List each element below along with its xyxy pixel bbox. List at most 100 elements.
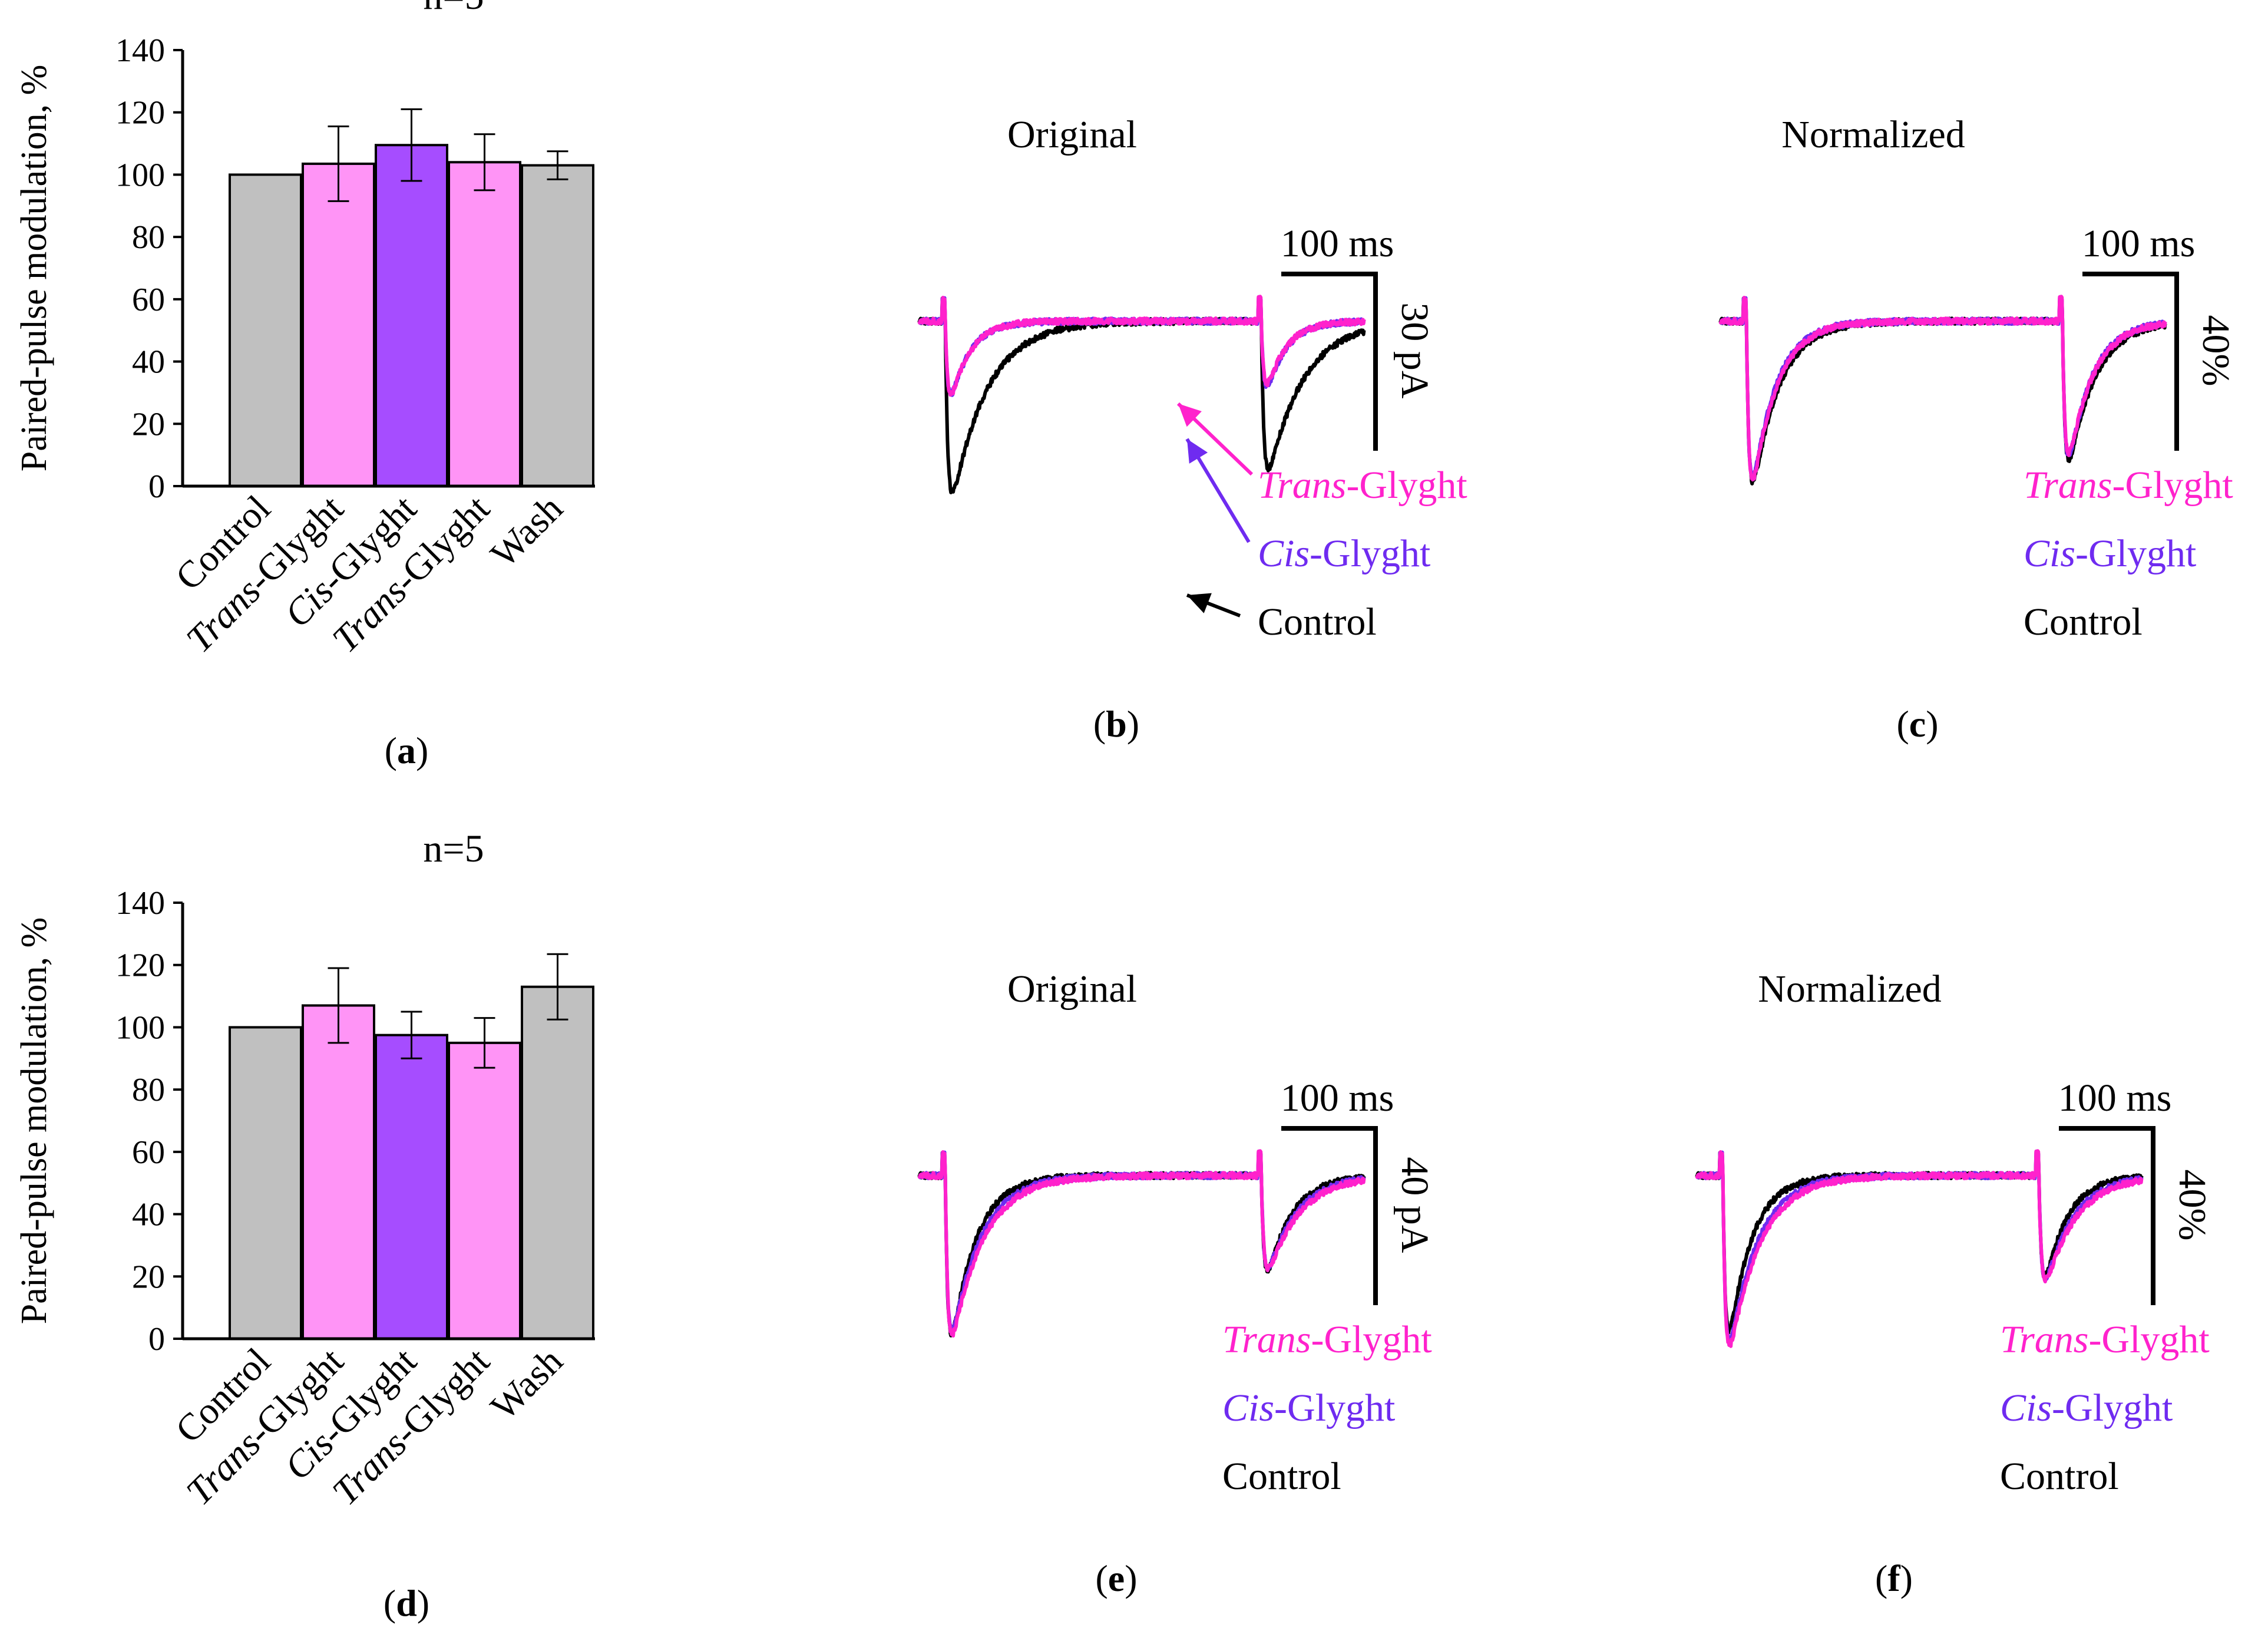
legend-italic-part: Trans — [1258, 464, 1346, 507]
y-tick-label: 140 — [115, 32, 165, 69]
caption-paren-close: ) — [416, 729, 428, 771]
legend-text-part: -Glyght — [2088, 1318, 2209, 1361]
trace-cis-glyght — [918, 295, 1366, 397]
legend-italic-part: Cis — [2000, 1386, 2052, 1429]
bar-1 — [302, 162, 375, 487]
arrow-trans-head — [1178, 404, 1202, 427]
legend-trans: Trans-Glyght — [2000, 1318, 2210, 1361]
arrow-cis-head — [1187, 439, 1208, 464]
legend-control: Control — [2024, 600, 2143, 643]
scalebar-y-label: 40% — [2194, 315, 2237, 387]
legend-italic-part: Cis — [1222, 1386, 1274, 1429]
legend-control: Control — [2000, 1455, 2119, 1498]
trace-trans-glyght — [917, 1149, 1366, 1338]
legend-text-part: -Glyght — [2112, 464, 2233, 507]
y-axis-label: Paired-pulse modulation, % — [14, 65, 54, 471]
legend-cis: Cis-Glyght — [2000, 1386, 2173, 1429]
caption-paren-open: ( — [385, 729, 397, 771]
scalebar-y-label: 30 pA — [1393, 302, 1436, 399]
caption-paren-open: ( — [1093, 703, 1106, 745]
bar-0 — [229, 173, 302, 487]
bar-2 — [375, 1034, 448, 1340]
chart-title: n=5 — [423, 827, 484, 870]
legend-text-part: Control — [1222, 1455, 1341, 1498]
bar-1 — [302, 1004, 375, 1340]
category-text-part: Wash — [482, 1340, 571, 1428]
legend-cis: Cis-Glyght — [1222, 1386, 1395, 1429]
caption-paren-close: ) — [1900, 1557, 1913, 1599]
caption-paren-open: ( — [383, 1582, 396, 1624]
y-tick-label: 60 — [132, 1134, 165, 1171]
legend-text-part: -Glyght — [2052, 1386, 2173, 1429]
y-tick-label: 40 — [132, 344, 165, 381]
caption-letter: a — [397, 729, 416, 771]
y-tick-label: 40 — [132, 1197, 165, 1233]
legend-text-part: Control — [2000, 1455, 2119, 1498]
y-tick-label: 120 — [115, 95, 165, 131]
caption-paren-open: ( — [1896, 703, 1909, 745]
arrow-control-head — [1187, 593, 1212, 613]
legend-italic-part: Trans — [2000, 1318, 2088, 1361]
x-category-label: Wash — [482, 1340, 571, 1428]
y-tick-label: 0 — [148, 1321, 165, 1358]
caption-letter: d — [396, 1582, 417, 1624]
bar-3 — [448, 161, 521, 487]
bar-chart-d: n=5 Paired-pulse modulation, % 0 20 40 60 80 10… — [14, 827, 595, 1624]
y-tick-label: 140 — [115, 885, 165, 922]
y-axis-label: Paired-pulse modulation, % — [14, 917, 54, 1324]
panel-caption: (a) — [385, 729, 429, 771]
legend-text-part: -Glyght — [1274, 1386, 1395, 1429]
bar-4 — [521, 985, 594, 1340]
panel-caption: (b) — [1093, 703, 1139, 745]
bar-4 — [521, 164, 594, 488]
legend-italic-part: Cis — [2024, 532, 2075, 575]
legend-italic-part: Cis — [1258, 532, 1310, 575]
legend-text-part: -Glyght — [1311, 1318, 1431, 1361]
panel-caption: (d) — [383, 1582, 429, 1624]
y-tick-label: 80 — [132, 1072, 165, 1108]
panel-caption: (c) — [1896, 703, 1938, 745]
caption-letter: f — [1887, 1557, 1900, 1599]
caption-paren-close: ) — [1127, 703, 1139, 745]
category-text-part: Wash — [482, 487, 571, 576]
y-tick-label: 80 — [132, 219, 165, 256]
chart-title: n=5 — [423, 0, 484, 18]
legend-cis: Cis-Glyght — [2024, 532, 2196, 575]
y-tick-label: 0 — [148, 468, 165, 505]
legend-italic-part: Trans — [2024, 464, 2112, 507]
caption-paren-open: ( — [1095, 1557, 1107, 1599]
legend-trans: Trans-Glyght — [1222, 1318, 1432, 1361]
panel-title: Normalized — [1758, 968, 1942, 1011]
scalebar-y-label: 40 pA — [1393, 1157, 1436, 1253]
y-tick-label: 100 — [115, 1009, 165, 1046]
panel-caption: (e) — [1095, 1557, 1137, 1599]
trace-trans-glyght — [1718, 295, 2167, 482]
bar-chart-a: n=5 Paired-pulse modulation, % 0 20 40 60 80 10… — [14, 0, 595, 771]
caption-letter: c — [1909, 703, 1926, 745]
scalebar-x-label: 100 ms — [2058, 1077, 2172, 1120]
caption-paren-close: ) — [1926, 703, 1938, 745]
legend-text-part: Control — [1258, 600, 1377, 643]
panel-caption: (f) — [1875, 1557, 1913, 1599]
legend-trans: Trans-Glyght — [1258, 464, 1467, 507]
legend-cis: Cis-Glyght — [1258, 532, 1430, 575]
bar-3 — [448, 1041, 521, 1341]
y-tick-label: 100 — [115, 157, 165, 193]
bar-0 — [229, 1026, 302, 1340]
trace-trans-glyght — [917, 295, 1366, 397]
caption-letter: b — [1106, 703, 1127, 745]
legend-text-part: -Glyght — [2075, 532, 2196, 575]
trace-cis-glyght — [1695, 1149, 2144, 1346]
caption-paren-open: ( — [1875, 1557, 1887, 1599]
legend-control: Control — [1258, 600, 1377, 643]
scalebar-x-label: 100 ms — [2082, 222, 2196, 265]
legend-text-part: Control — [2024, 600, 2143, 643]
legend-text-part: -Glyght — [1310, 532, 1430, 575]
scalebar-y-label: 40% — [2171, 1170, 2214, 1241]
caption-letter: e — [1108, 1557, 1125, 1599]
